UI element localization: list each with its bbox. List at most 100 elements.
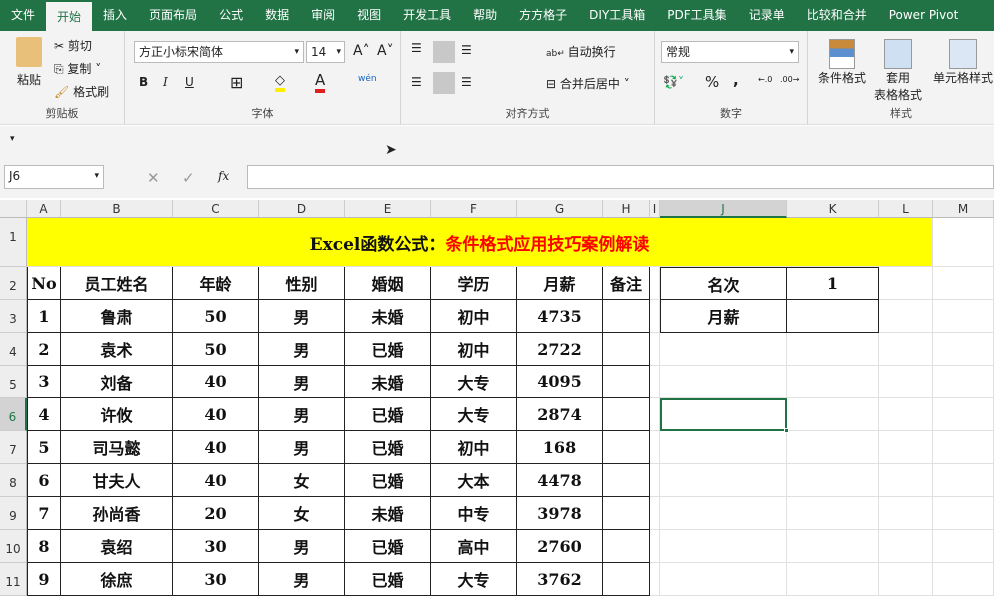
bold-button[interactable]: B: [139, 75, 149, 89]
tab-12[interactable]: PDF工具集: [667, 8, 727, 22]
top-align-icon[interactable]: ☰: [411, 41, 422, 55]
table-cell[interactable]: 初中: [431, 333, 517, 366]
tab-0[interactable]: 文件: [11, 8, 36, 22]
cancel-icon[interactable]: ✕: [147, 169, 160, 187]
column-header-M[interactable]: M: [933, 200, 994, 218]
table-cell[interactable]: 8: [27, 530, 61, 563]
rank-value[interactable]: 1: [787, 267, 879, 300]
copy-button[interactable]: ⎘ 复制 ˅: [54, 62, 102, 76]
decrease-decimal-icon[interactable]: .00→: [780, 75, 800, 84]
cell[interactable]: [650, 464, 660, 497]
comma-button[interactable]: ,: [733, 71, 739, 89]
table-cell[interactable]: 袁绍: [61, 530, 173, 563]
table-cell[interactable]: 刘备: [61, 366, 173, 398]
borders-icon[interactable]: ⊞: [230, 73, 244, 92]
table-cell[interactable]: 30: [173, 530, 259, 563]
cell[interactable]: [660, 464, 787, 497]
table-cell[interactable]: 鲁肃: [61, 300, 173, 333]
tab-5[interactable]: 数据: [265, 8, 290, 22]
cell[interactable]: [787, 530, 879, 563]
table-cell[interactable]: 男: [259, 398, 345, 431]
table-cell[interactable]: 5: [27, 431, 61, 464]
cell[interactable]: [933, 464, 994, 497]
cell[interactable]: [879, 333, 933, 366]
formula-input[interactable]: [247, 165, 994, 189]
cell[interactable]: [787, 431, 879, 464]
cell[interactable]: [787, 464, 879, 497]
format-painter-button[interactable]: 🖌 格式刷: [54, 83, 109, 100]
table-cell[interactable]: 4095: [517, 366, 603, 398]
table-cell[interactable]: 2722: [517, 333, 603, 366]
table-cell[interactable]: 4735: [517, 300, 603, 333]
cell[interactable]: [879, 366, 933, 398]
table-cell[interactable]: 3762: [517, 563, 603, 596]
table-cell[interactable]: 40: [173, 366, 259, 398]
tab-10[interactable]: 方方格子: [519, 8, 568, 22]
percent-button[interactable]: %: [705, 73, 720, 91]
row-header-11[interactable]: 11: [0, 563, 27, 596]
table-cell[interactable]: [603, 497, 650, 530]
table-cell[interactable]: 未婚: [345, 300, 431, 333]
center-button[interactable]: [433, 72, 455, 94]
column-header-E[interactable]: E: [345, 200, 431, 218]
table-cell[interactable]: 大专: [431, 563, 517, 596]
cell[interactable]: [933, 267, 994, 300]
cell[interactable]: [787, 563, 879, 596]
table-cell[interactable]: 已婚: [345, 333, 431, 366]
column-header-G[interactable]: G: [517, 200, 603, 218]
cell[interactable]: [879, 563, 933, 596]
table-cell[interactable]: 大本: [431, 464, 517, 497]
table-cell[interactable]: 未婚: [345, 366, 431, 398]
table-cell[interactable]: 2760: [517, 530, 603, 563]
tab-9[interactable]: 帮助: [473, 8, 498, 22]
cell[interactable]: [660, 497, 787, 530]
table-cell[interactable]: 6: [27, 464, 61, 497]
table-cell[interactable]: 初中: [431, 300, 517, 333]
table-cell[interactable]: 已婚: [345, 431, 431, 464]
fill-handle[interactable]: [784, 428, 789, 433]
table-cell[interactable]: 男: [259, 563, 345, 596]
tab-11[interactable]: DIY工具箱: [589, 8, 646, 22]
middle-align-button[interactable]: [433, 41, 455, 63]
cell[interactable]: [933, 398, 994, 431]
cell[interactable]: [650, 431, 660, 464]
currency-icon[interactable]: 💱˅: [663, 75, 684, 89]
table-cell[interactable]: 已婚: [345, 563, 431, 596]
table-cell[interactable]: [603, 563, 650, 596]
align-right-icon[interactable]: ☰: [461, 75, 472, 89]
shrink-font-button[interactable]: A˅: [377, 43, 394, 59]
table-cell[interactable]: 男: [259, 333, 345, 366]
column-header-H[interactable]: H: [603, 200, 650, 218]
cell[interactable]: [933, 218, 994, 267]
table-cell[interactable]: 9: [27, 563, 61, 596]
row-header-10[interactable]: 10: [0, 530, 27, 563]
table-cell[interactable]: [603, 333, 650, 366]
column-header-B[interactable]: B: [61, 200, 173, 218]
table-cell[interactable]: 已婚: [345, 464, 431, 497]
salary-value[interactable]: [787, 300, 879, 333]
tab-15[interactable]: Power Pivot: [888, 8, 959, 22]
cell[interactable]: [660, 530, 787, 563]
table-cell[interactable]: 甘夫人: [61, 464, 173, 497]
row-header-3[interactable]: 3: [0, 300, 27, 333]
row-header-2[interactable]: 2: [0, 267, 27, 300]
customize-quick-access-icon[interactable]: ▾: [10, 134, 15, 144]
phonetic-icon[interactable]: wén: [358, 74, 377, 84]
cell[interactable]: [650, 497, 660, 530]
row-header-9[interactable]: 9: [0, 497, 27, 530]
number-format-select[interactable]: 常规 ▾: [661, 41, 799, 63]
tab-6[interactable]: 审阅: [311, 8, 336, 22]
increase-decimal-icon[interactable]: ←.0: [758, 75, 773, 84]
selected-cell-j6[interactable]: [660, 398, 787, 431]
table-cell[interactable]: 许攸: [61, 398, 173, 431]
table-cell[interactable]: 大专: [431, 398, 517, 431]
table-cell[interactable]: [603, 530, 650, 563]
table-cell[interactable]: 4478: [517, 464, 603, 497]
cell[interactable]: [787, 333, 879, 366]
cell[interactable]: [879, 267, 933, 300]
cell[interactable]: [879, 431, 933, 464]
insert-function-button[interactable]: fx: [218, 169, 230, 183]
table-cell[interactable]: 2: [27, 333, 61, 366]
cell[interactable]: [650, 267, 660, 300]
cell[interactable]: [879, 497, 933, 530]
